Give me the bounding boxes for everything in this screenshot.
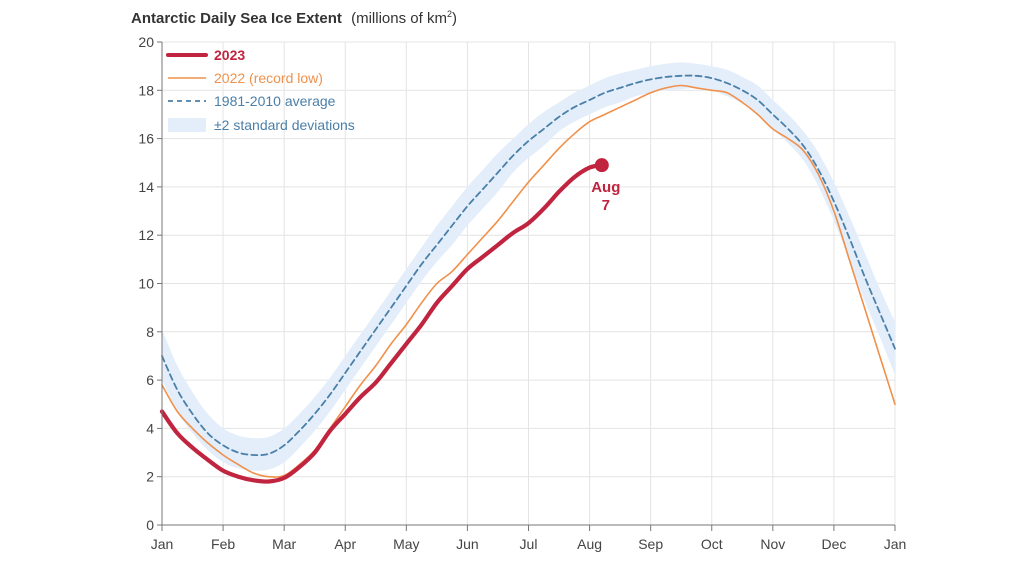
series-layer xyxy=(159,74,896,484)
series-average-line xyxy=(161,74,896,457)
legend-label-2023: 2023 xyxy=(214,47,245,63)
y-tick-label: 20 xyxy=(138,34,154,50)
aug7-endpoint-dot xyxy=(594,158,609,173)
x-tick-label: Oct xyxy=(701,536,723,552)
y-tick-label: 6 xyxy=(146,372,154,388)
chart-title-units-close: ) xyxy=(452,10,457,27)
legend-label-2022: 2022 (record low) xyxy=(214,70,323,86)
chart-title-units: (millions of km xyxy=(351,10,447,27)
y-tick-label: 8 xyxy=(146,324,154,340)
y-tick-label: 16 xyxy=(138,131,154,147)
legend-swatch-std-band xyxy=(168,118,206,132)
legend-label-std-band: ±2 standard deviations xyxy=(214,117,355,133)
std-band-layer xyxy=(162,62,895,471)
x-tick-label: Jan xyxy=(884,536,907,552)
std-band xyxy=(162,62,895,471)
chart-title-units-superscript: 2 xyxy=(447,9,452,19)
x-tick-label: Nov xyxy=(760,536,785,552)
x-tick-label: Mar xyxy=(272,536,296,552)
axes: 0 2 4 6 8 10 12 14 16 18 20 Jan Feb Mar Apr May Jun Jul Au… xyxy=(138,34,906,552)
x-tick-label: May xyxy=(393,536,419,552)
x-tick-label: Apr xyxy=(334,536,356,552)
x-tick-label: Sep xyxy=(638,536,663,552)
y-tick-label: 4 xyxy=(146,420,154,436)
chart-title-main: Antarctic Daily Sea Ice Extent xyxy=(131,10,342,27)
annotation-day: 7 xyxy=(602,197,610,214)
y-tick-label: 2 xyxy=(146,469,154,485)
legend-label-average: 1981-2010 average xyxy=(214,93,336,109)
y-tick-label: 18 xyxy=(138,82,154,98)
y-tick-label: 12 xyxy=(138,227,154,243)
y-tick-label: 14 xyxy=(138,179,154,195)
y-tick-label: 0 xyxy=(146,517,154,533)
y-tick-label: 10 xyxy=(138,276,154,292)
series-2022-line xyxy=(161,84,896,478)
chart-title: Antarctic Daily Sea Ice Extent (millions… xyxy=(131,9,457,27)
series-2023-line xyxy=(159,163,604,484)
x-tick-label: Jul xyxy=(520,536,538,552)
x-tick-label: Feb xyxy=(211,536,235,552)
x-tick-label: Jun xyxy=(456,536,479,552)
gridlines xyxy=(161,41,896,526)
x-tick-label: Aug xyxy=(577,536,602,552)
annotation-month: Aug xyxy=(591,179,620,196)
x-tick-label: Dec xyxy=(821,536,846,552)
legend: 2023 2022 (record low) 1981-2010 average… xyxy=(166,47,355,133)
x-tick-label: Jan xyxy=(151,536,174,552)
